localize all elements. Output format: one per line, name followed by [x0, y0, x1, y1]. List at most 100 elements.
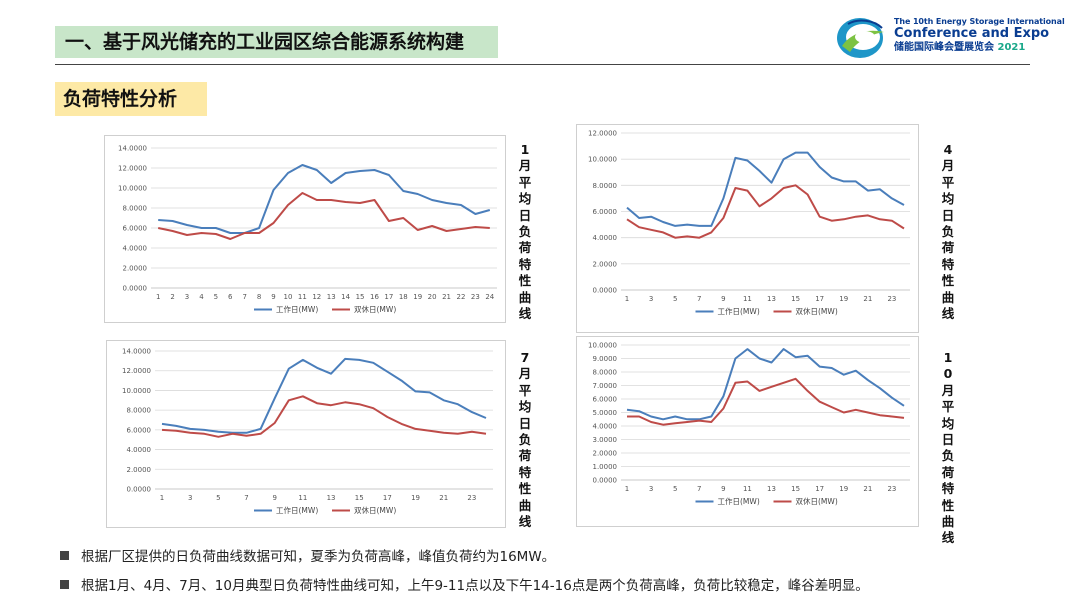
logo-year: 2021: [997, 42, 1026, 53]
legend-label-workday: 工作日(MW): [276, 505, 318, 515]
y-tick-label: 8.0000: [123, 205, 148, 213]
legend-label-workday: 工作日(MW): [718, 306, 760, 316]
chart-jan: 0.0000 2.0000 4.0000 6.0000 8.0000 10.0000 12.…: [104, 135, 506, 323]
y-tick-label: 8.0000: [593, 369, 618, 377]
x-tick-label: 1: [160, 494, 164, 502]
series-line-workday: [626, 151, 905, 227]
x-tick-label: 11: [743, 485, 752, 493]
x-tick-label: 17: [815, 485, 824, 493]
x-tick-label: 21: [863, 295, 872, 303]
y-tick-label: 2.0000: [127, 466, 152, 474]
x-tick-label: 12: [312, 293, 321, 301]
x-tick-label: 11: [298, 494, 307, 502]
y-tick-label: 0.0000: [123, 285, 148, 293]
x-tick-label: 23: [471, 293, 480, 301]
y-tick-label: 1.0000: [593, 463, 618, 471]
chart-jul-svg: 0.0000 2.0000 4.0000 6.0000 8.0000 10.0000 12.…: [122, 348, 493, 515]
bullet-square-icon: [60, 580, 69, 589]
series-line-workday: [161, 357, 487, 434]
logo-line1: The 10th Energy Storage International: [894, 17, 1065, 26]
chart-oct-label: 10月平均日负荷特性曲线: [941, 350, 955, 546]
x-tick-label: 21: [439, 494, 448, 502]
y-tick-label: 2.0000: [123, 265, 148, 273]
x-tick-label: 10: [283, 293, 292, 301]
conference-logo: The 10th Energy Storage International Co…: [836, 16, 1065, 60]
x-tick-label: 9: [721, 485, 725, 493]
x-tick-label: 19: [411, 494, 420, 502]
bullet-item-2: 根据1月、4月、7月、10月典型日负荷特性曲线可知，上午9-11点以及下午14-…: [60, 574, 869, 594]
x-tick-label: 7: [244, 494, 248, 502]
x-tick-label: 16: [370, 293, 379, 301]
x-tick-label: 22: [456, 293, 465, 301]
y-tick-label: 2.0000: [593, 260, 618, 268]
y-tick-label: 6.0000: [127, 426, 152, 434]
x-tick-label: 9: [271, 293, 275, 301]
legend-label-weekend: 双休日(MW): [796, 496, 838, 506]
chart-apr: 0.0000 2.0000 4.0000 6.0000 8.0000 10.0000 12.…: [576, 124, 919, 333]
y-tick-label: 10.0000: [588, 156, 617, 164]
x-tick-label: 3: [649, 485, 653, 493]
y-tick-label: 9.0000: [593, 355, 618, 363]
y-tick-label: 3.0000: [593, 436, 618, 444]
y-tick-label: 6.0000: [123, 225, 148, 233]
bullet-item-1: 根据厂区提供的日负荷曲线数据可知，夏季为负荷高峰，峰值负荷约为16MW。: [60, 545, 555, 565]
x-tick-label: 2: [170, 293, 174, 301]
chart-oct: 0.0000 1.0000 2.0000 3.0000 4.0000 5.0000 6.00…: [576, 336, 919, 527]
x-tick-label: 7: [697, 295, 701, 303]
x-tick-label: 14: [341, 293, 350, 301]
x-tick-label: 23: [887, 295, 896, 303]
x-tick-label: 19: [839, 295, 848, 303]
logo-cn-name: 储能国际峰会暨展览会: [894, 42, 994, 53]
y-tick-label: 12.0000: [122, 367, 151, 375]
conference-logo-icon: [837, 18, 884, 58]
chart-oct-svg: 0.0000 1.0000 2.0000 3.0000 4.0000 5.0000 6.00…: [588, 342, 910, 506]
x-tick-label: 6: [228, 293, 233, 301]
x-tick-label: 3: [188, 494, 192, 502]
x-tick-label: 9: [721, 295, 725, 303]
y-tick-label: 2.0000: [593, 450, 618, 458]
x-tick-label: 9: [272, 494, 276, 502]
logo-line3: 储能国际峰会暨展览会 2021: [894, 42, 1065, 54]
logo-line2: Conference and Expo: [894, 26, 1050, 41]
y-tick-label: 12.0000: [118, 165, 147, 173]
y-tick-label: 4.0000: [593, 234, 618, 242]
x-tick-label: 21: [442, 293, 451, 301]
x-tick-label: 13: [767, 485, 776, 493]
x-tick-label: 3: [649, 295, 653, 303]
y-tick-label: 0.0000: [593, 287, 618, 295]
y-tick-label: 12.0000: [588, 130, 617, 138]
y-tick-label: 10.0000: [122, 387, 151, 395]
series-line-weekend: [161, 395, 487, 438]
chart-jul: 0.0000 2.0000 4.0000 6.0000 8.0000 10.0000 12.…: [106, 340, 506, 528]
x-tick-label: 20: [428, 293, 437, 301]
y-tick-label: 0.0000: [127, 486, 152, 494]
series-line-weekend: [626, 184, 905, 239]
x-tick-label: 15: [356, 293, 365, 301]
x-tick-label: 13: [767, 295, 776, 303]
y-tick-label: 10.0000: [588, 342, 617, 350]
bullet-text-2: 根据1月、4月、7月、10月典型日负荷特性曲线可知，上午9-11点以及下午14-…: [81, 578, 869, 594]
x-tick-label: 19: [413, 293, 422, 301]
y-tick-label: 4.0000: [127, 446, 152, 454]
x-tick-label: 13: [327, 494, 336, 502]
y-tick-label: 14.0000: [122, 348, 151, 356]
chart-apr-svg: 0.0000 2.0000 4.0000 6.0000 8.0000 10.0000 12.…: [588, 130, 910, 316]
x-tick-label: 17: [384, 293, 393, 301]
series-line-workday: [626, 348, 905, 421]
y-tick-label: 14.0000: [118, 145, 147, 153]
x-tick-label: 18: [399, 293, 408, 301]
y-tick-label: 6.0000: [593, 208, 618, 216]
x-tick-label: 7: [697, 485, 701, 493]
series-line-weekend: [157, 192, 490, 240]
series-line-workday: [158, 164, 491, 234]
y-tick-label: 4.0000: [123, 245, 148, 253]
chart-jan-svg: 0.0000 2.0000 4.0000 6.0000 8.0000 10.0000 12.…: [118, 145, 497, 314]
x-tick-label: 3: [185, 293, 189, 301]
legend-label-weekend: 双休日(MW): [354, 505, 396, 515]
x-tick-label: 8: [257, 293, 261, 301]
chart-apr-label: 4月平均日负荷特性曲线: [941, 142, 955, 322]
x-tick-label: 23: [887, 485, 896, 493]
x-tick-label: 19: [839, 485, 848, 493]
y-tick-label: 0.0000: [593, 477, 618, 485]
legend-label-weekend: 双休日(MW): [796, 306, 838, 316]
